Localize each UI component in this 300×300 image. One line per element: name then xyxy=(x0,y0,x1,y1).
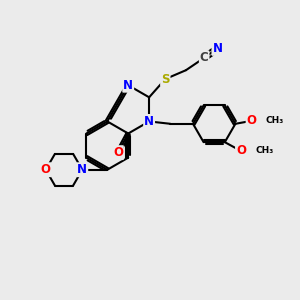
Text: N: N xyxy=(144,115,154,128)
Text: C: C xyxy=(200,51,208,64)
Text: N: N xyxy=(77,163,87,176)
Text: S: S xyxy=(161,73,170,85)
Text: N: N xyxy=(123,79,133,92)
Text: N: N xyxy=(212,42,222,55)
Text: O: O xyxy=(247,114,256,127)
Text: CH₃: CH₃ xyxy=(266,116,284,125)
Text: O: O xyxy=(236,145,246,158)
Text: CH₃: CH₃ xyxy=(255,146,273,155)
Text: O: O xyxy=(41,163,51,176)
Text: O: O xyxy=(113,146,123,159)
